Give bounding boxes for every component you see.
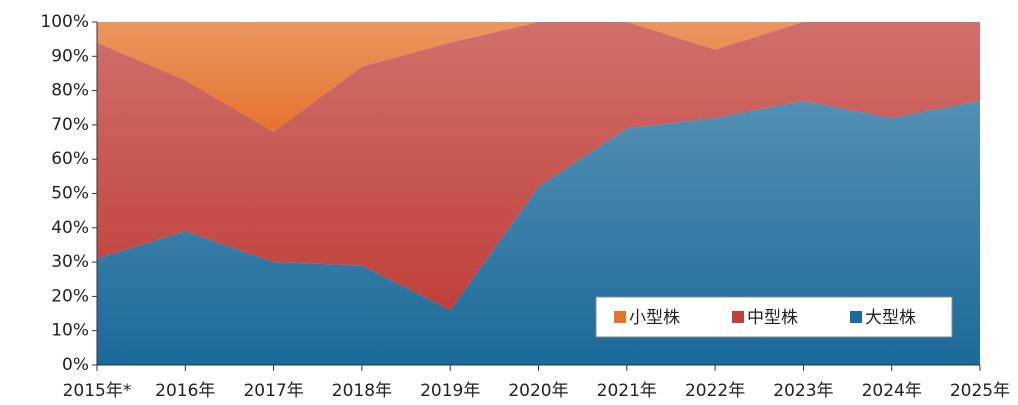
x-tick-label: 2023年: [773, 381, 833, 401]
y-tick-label: 10%: [51, 321, 89, 341]
y-tick-label: 70%: [51, 115, 89, 135]
x-tick-label: 2021年: [597, 381, 657, 401]
x-tick-label: 2016年: [155, 381, 215, 401]
y-tick-label: 0%: [62, 355, 89, 375]
legend-label: 中型株: [747, 308, 798, 328]
area: [97, 22, 980, 132]
legend-label: 小型株: [629, 308, 680, 328]
legend-swatch: [614, 311, 626, 323]
x-tick-label: 2017年: [243, 381, 303, 401]
legend-swatch: [850, 311, 862, 323]
y-tick-label: 80%: [51, 81, 89, 101]
legend-box: [595, 296, 953, 338]
x-tick-label: 2020年: [508, 381, 568, 401]
y-tick-label: 40%: [51, 218, 89, 238]
y-tick-label: 100%: [40, 12, 89, 32]
legend: 小型株 中型株 大型株: [595, 296, 953, 338]
legend-swatch: [732, 311, 744, 323]
x-tick-label: 2015年*: [63, 381, 132, 401]
x-tick-label: 2024年: [862, 381, 922, 401]
y-tick-label: 90%: [51, 46, 89, 66]
area: [97, 22, 980, 311]
x-tick-label: 2022年: [685, 381, 745, 401]
x-tick-label: 2018年: [332, 381, 392, 401]
x-tick-label: 2025年: [950, 381, 1010, 401]
y-tick-label: 50%: [51, 184, 89, 204]
x-tick-label: 2019年: [420, 381, 480, 401]
y-tick-label: 30%: [51, 252, 89, 272]
legend-label: 大型株: [865, 308, 916, 328]
y-tick-label: 20%: [51, 286, 89, 306]
y-tick-label: 60%: [51, 149, 89, 169]
